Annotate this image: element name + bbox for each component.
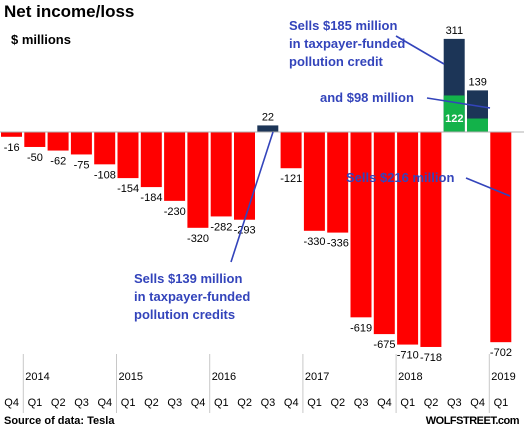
quarter-tick-q4: Q4 xyxy=(98,397,113,409)
annotation-2-arrow xyxy=(465,177,511,197)
data-label-q15: -619 xyxy=(350,322,372,334)
data-label-q20: 139 xyxy=(468,76,486,88)
annotation-0-line-2: pollution credit xyxy=(289,54,384,69)
bar-q3 xyxy=(70,132,92,155)
credit-bar-q20 xyxy=(467,118,488,132)
quarter-tick-q14: Q2 xyxy=(331,397,346,409)
quarter-tick-q19: Q3 xyxy=(447,397,462,409)
bar-q2 xyxy=(47,132,69,151)
bar-q18 xyxy=(420,132,442,347)
data-label-q13: -330 xyxy=(304,236,326,248)
data-label-q21: -702 xyxy=(490,347,512,359)
data-label-q14: -336 xyxy=(327,238,349,250)
year-label-2015: 2015 xyxy=(119,371,143,383)
brand-label: WOLFSTREET.com xyxy=(426,415,520,427)
data-label-q7: -230 xyxy=(164,206,186,218)
y-axis-unit-label: $ millions xyxy=(11,32,71,47)
quarter-tick-q20: Q4 xyxy=(470,397,485,409)
credit-label-q19: 122 xyxy=(445,113,463,125)
quarter-tick-q6: Q2 xyxy=(144,397,159,409)
quarter-tick-q16: Q4 xyxy=(377,397,392,409)
bars-group xyxy=(1,38,512,347)
data-label-q2: -62 xyxy=(50,156,66,168)
credit-bar-q19 xyxy=(443,95,465,132)
bar-q8 xyxy=(187,132,209,228)
annotation-0-arrow xyxy=(395,35,445,65)
year-label-2018: 2018 xyxy=(398,371,422,383)
bar-q9 xyxy=(210,132,232,217)
year-label-2014: 2014 xyxy=(25,371,49,383)
quarter-tick-q1: Q1 xyxy=(28,397,43,409)
quarter-tick-q9: Q1 xyxy=(214,397,229,409)
quarter-tick-q11: Q3 xyxy=(261,397,276,409)
data-label-q12: -121 xyxy=(280,173,302,185)
source-note: Source of data: Tesla xyxy=(4,415,115,427)
bar-q21 xyxy=(490,132,512,343)
annotation-2-line-0: Sells $216 million xyxy=(346,170,454,185)
annotations-group: Sells $185 million in taxpayer-funded poll… xyxy=(134,18,511,322)
data-label-q19: 311 xyxy=(446,25,464,37)
data-label-q6: -184 xyxy=(140,192,162,204)
quarter-tick-q7: Q3 xyxy=(167,397,182,409)
quarter-tick-q3: Q3 xyxy=(74,397,89,409)
quarter-tick-q15: Q3 xyxy=(354,397,369,409)
bar-q5 xyxy=(117,132,139,179)
data-label-q11: 22 xyxy=(262,111,274,123)
year-label-2016: 2016 xyxy=(212,371,236,383)
year-labels-group: 2014 2015 2016 2017 2018 2019 xyxy=(22,354,516,413)
quarter-tick-q8: Q4 xyxy=(191,397,206,409)
annotation-3-line-2: pollution credits xyxy=(134,307,235,322)
annotation-3-line-0: Sells $139 million xyxy=(134,271,242,286)
data-label-q1: -50 xyxy=(27,152,43,164)
quarter-tick-q2: Q2 xyxy=(51,397,66,409)
quarter-tick-q12: Q4 xyxy=(284,397,299,409)
quarter-tick-q5: Q1 xyxy=(121,397,136,409)
bar-q15 xyxy=(350,132,372,318)
bar-q13 xyxy=(303,132,325,231)
data-labels-group: -16 -50 -62 -75 -108-154-184-230 -320-282 -293… xyxy=(4,25,512,364)
bar-q4 xyxy=(94,132,116,165)
bar-q17 xyxy=(397,132,419,345)
bar-q16 xyxy=(373,132,395,335)
bar-q11 xyxy=(257,125,279,132)
bar-q14 xyxy=(327,132,349,233)
bar-q0 xyxy=(1,132,22,137)
annotation-1-arrow xyxy=(426,97,491,109)
quarter-tick-q18: Q2 xyxy=(424,397,439,409)
data-label-q17: -710 xyxy=(397,350,419,362)
quarter-ticks-group: Q4 Q1 Q2 Q3 Q4 Q1 Q2 Q3 Q4 Q1 Q2 Q3 Q4 Q1 Q2 Q3 Q4 Q1 Q2 Q3… xyxy=(4,397,508,409)
annotation-0-line-0: Sells $185 million xyxy=(289,18,397,33)
data-label-q4: -108 xyxy=(94,169,116,181)
quarter-tick-q0: Q4 xyxy=(4,397,19,409)
quarter-tick-q13: Q1 xyxy=(307,397,322,409)
quarter-tick-q10: Q2 xyxy=(237,397,252,409)
data-label-q9: -282 xyxy=(210,221,232,233)
bar-q7 xyxy=(164,132,186,201)
data-label-q0: -16 xyxy=(4,142,20,154)
annotation-1-line-0: and $98 million xyxy=(320,90,414,105)
quarter-tick-q17: Q1 xyxy=(400,397,415,409)
data-label-q18: -718 xyxy=(420,352,442,364)
bar-q10 xyxy=(234,132,255,220)
annotation-3-arrow xyxy=(230,131,274,263)
year-label-2017: 2017 xyxy=(305,371,329,383)
data-label-q3: -75 xyxy=(74,159,90,171)
quarter-tick-q21: Q1 xyxy=(494,397,509,409)
annotation-0-line-1: in taxpayer-funded xyxy=(289,36,405,51)
year-label-2019: 2019 xyxy=(491,371,515,383)
data-label-q16: -675 xyxy=(373,339,395,351)
annotation-3-line-1: in taxpayer-funded xyxy=(134,289,250,304)
data-label-q8: -320 xyxy=(187,233,209,245)
data-label-q5: -154 xyxy=(117,183,139,195)
bar-q6 xyxy=(140,132,162,188)
data-label-q10: -293 xyxy=(234,225,256,237)
bar-q1 xyxy=(24,132,46,147)
chart-title: Net income/loss xyxy=(4,2,134,21)
bar-q12 xyxy=(280,132,302,169)
